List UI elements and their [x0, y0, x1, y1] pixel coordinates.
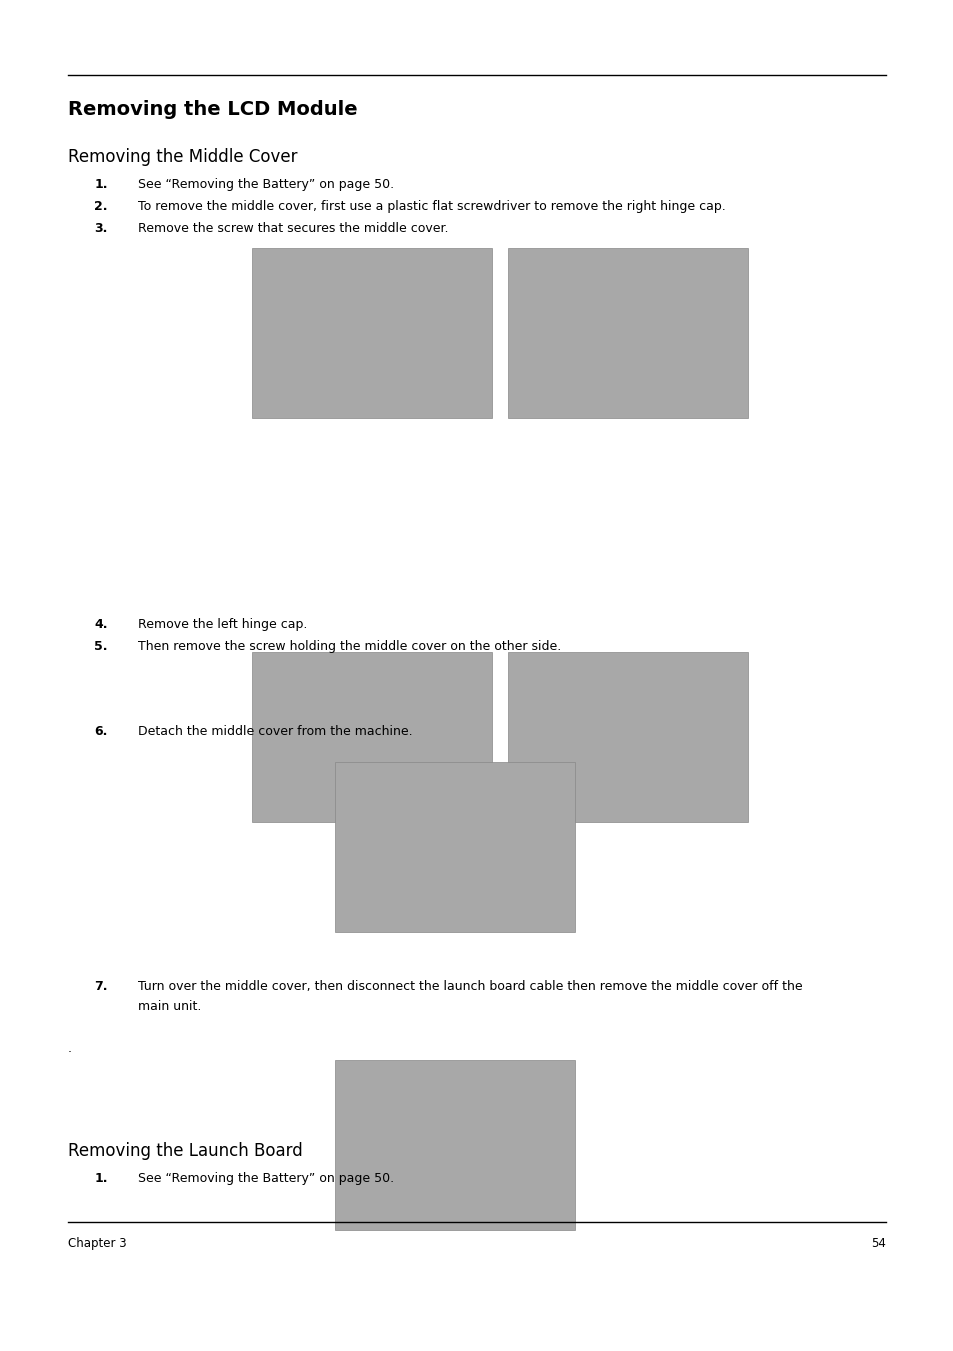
Text: Remove the left hinge cap.: Remove the left hinge cap.	[138, 617, 307, 631]
Bar	[252, 653, 492, 821]
Text: Chapter 3: Chapter 3	[68, 1238, 127, 1250]
Text: 1.: 1.	[94, 1173, 108, 1185]
Text: Turn over the middle cover, then disconnect the launch board cable then remove t: Turn over the middle cover, then disconn…	[138, 979, 801, 993]
Text: Removing the Middle Cover: Removing the Middle Cover	[68, 149, 297, 166]
Text: See “Removing the Battery” on page 50.: See “Removing the Battery” on page 50.	[138, 1173, 394, 1185]
Text: Remove the screw that secures the middle cover.: Remove the screw that secures the middle…	[138, 222, 448, 235]
Bar	[507, 653, 747, 821]
Text: 4.: 4.	[94, 617, 108, 631]
Text: Removing the LCD Module: Removing the LCD Module	[68, 100, 357, 119]
Text: 6.: 6.	[94, 725, 108, 738]
Text: 5.: 5.	[94, 640, 108, 653]
Text: .: .	[68, 1042, 71, 1055]
Text: 7.: 7.	[94, 979, 108, 993]
Bar	[335, 1061, 575, 1229]
Text: Removing the Launch Board: Removing the Launch Board	[68, 1142, 302, 1161]
Text: 2.: 2.	[94, 200, 108, 213]
Text: See “Removing the Battery” on page 50.: See “Removing the Battery” on page 50.	[138, 178, 394, 190]
Text: main unit.: main unit.	[138, 1000, 201, 1013]
Text: Detach the middle cover from the machine.: Detach the middle cover from the machine…	[138, 725, 413, 738]
Bar	[335, 762, 575, 932]
Text: Then remove the screw holding the middle cover on the other side.: Then remove the screw holding the middle…	[138, 640, 560, 653]
Text: 3.: 3.	[94, 222, 108, 235]
Bar	[507, 249, 747, 417]
Text: 54: 54	[870, 1238, 885, 1250]
Text: To remove the middle cover, first use a plastic flat screwdriver to remove the r: To remove the middle cover, first use a …	[138, 200, 725, 213]
Bar	[252, 249, 492, 417]
Text: 1.: 1.	[94, 178, 108, 190]
